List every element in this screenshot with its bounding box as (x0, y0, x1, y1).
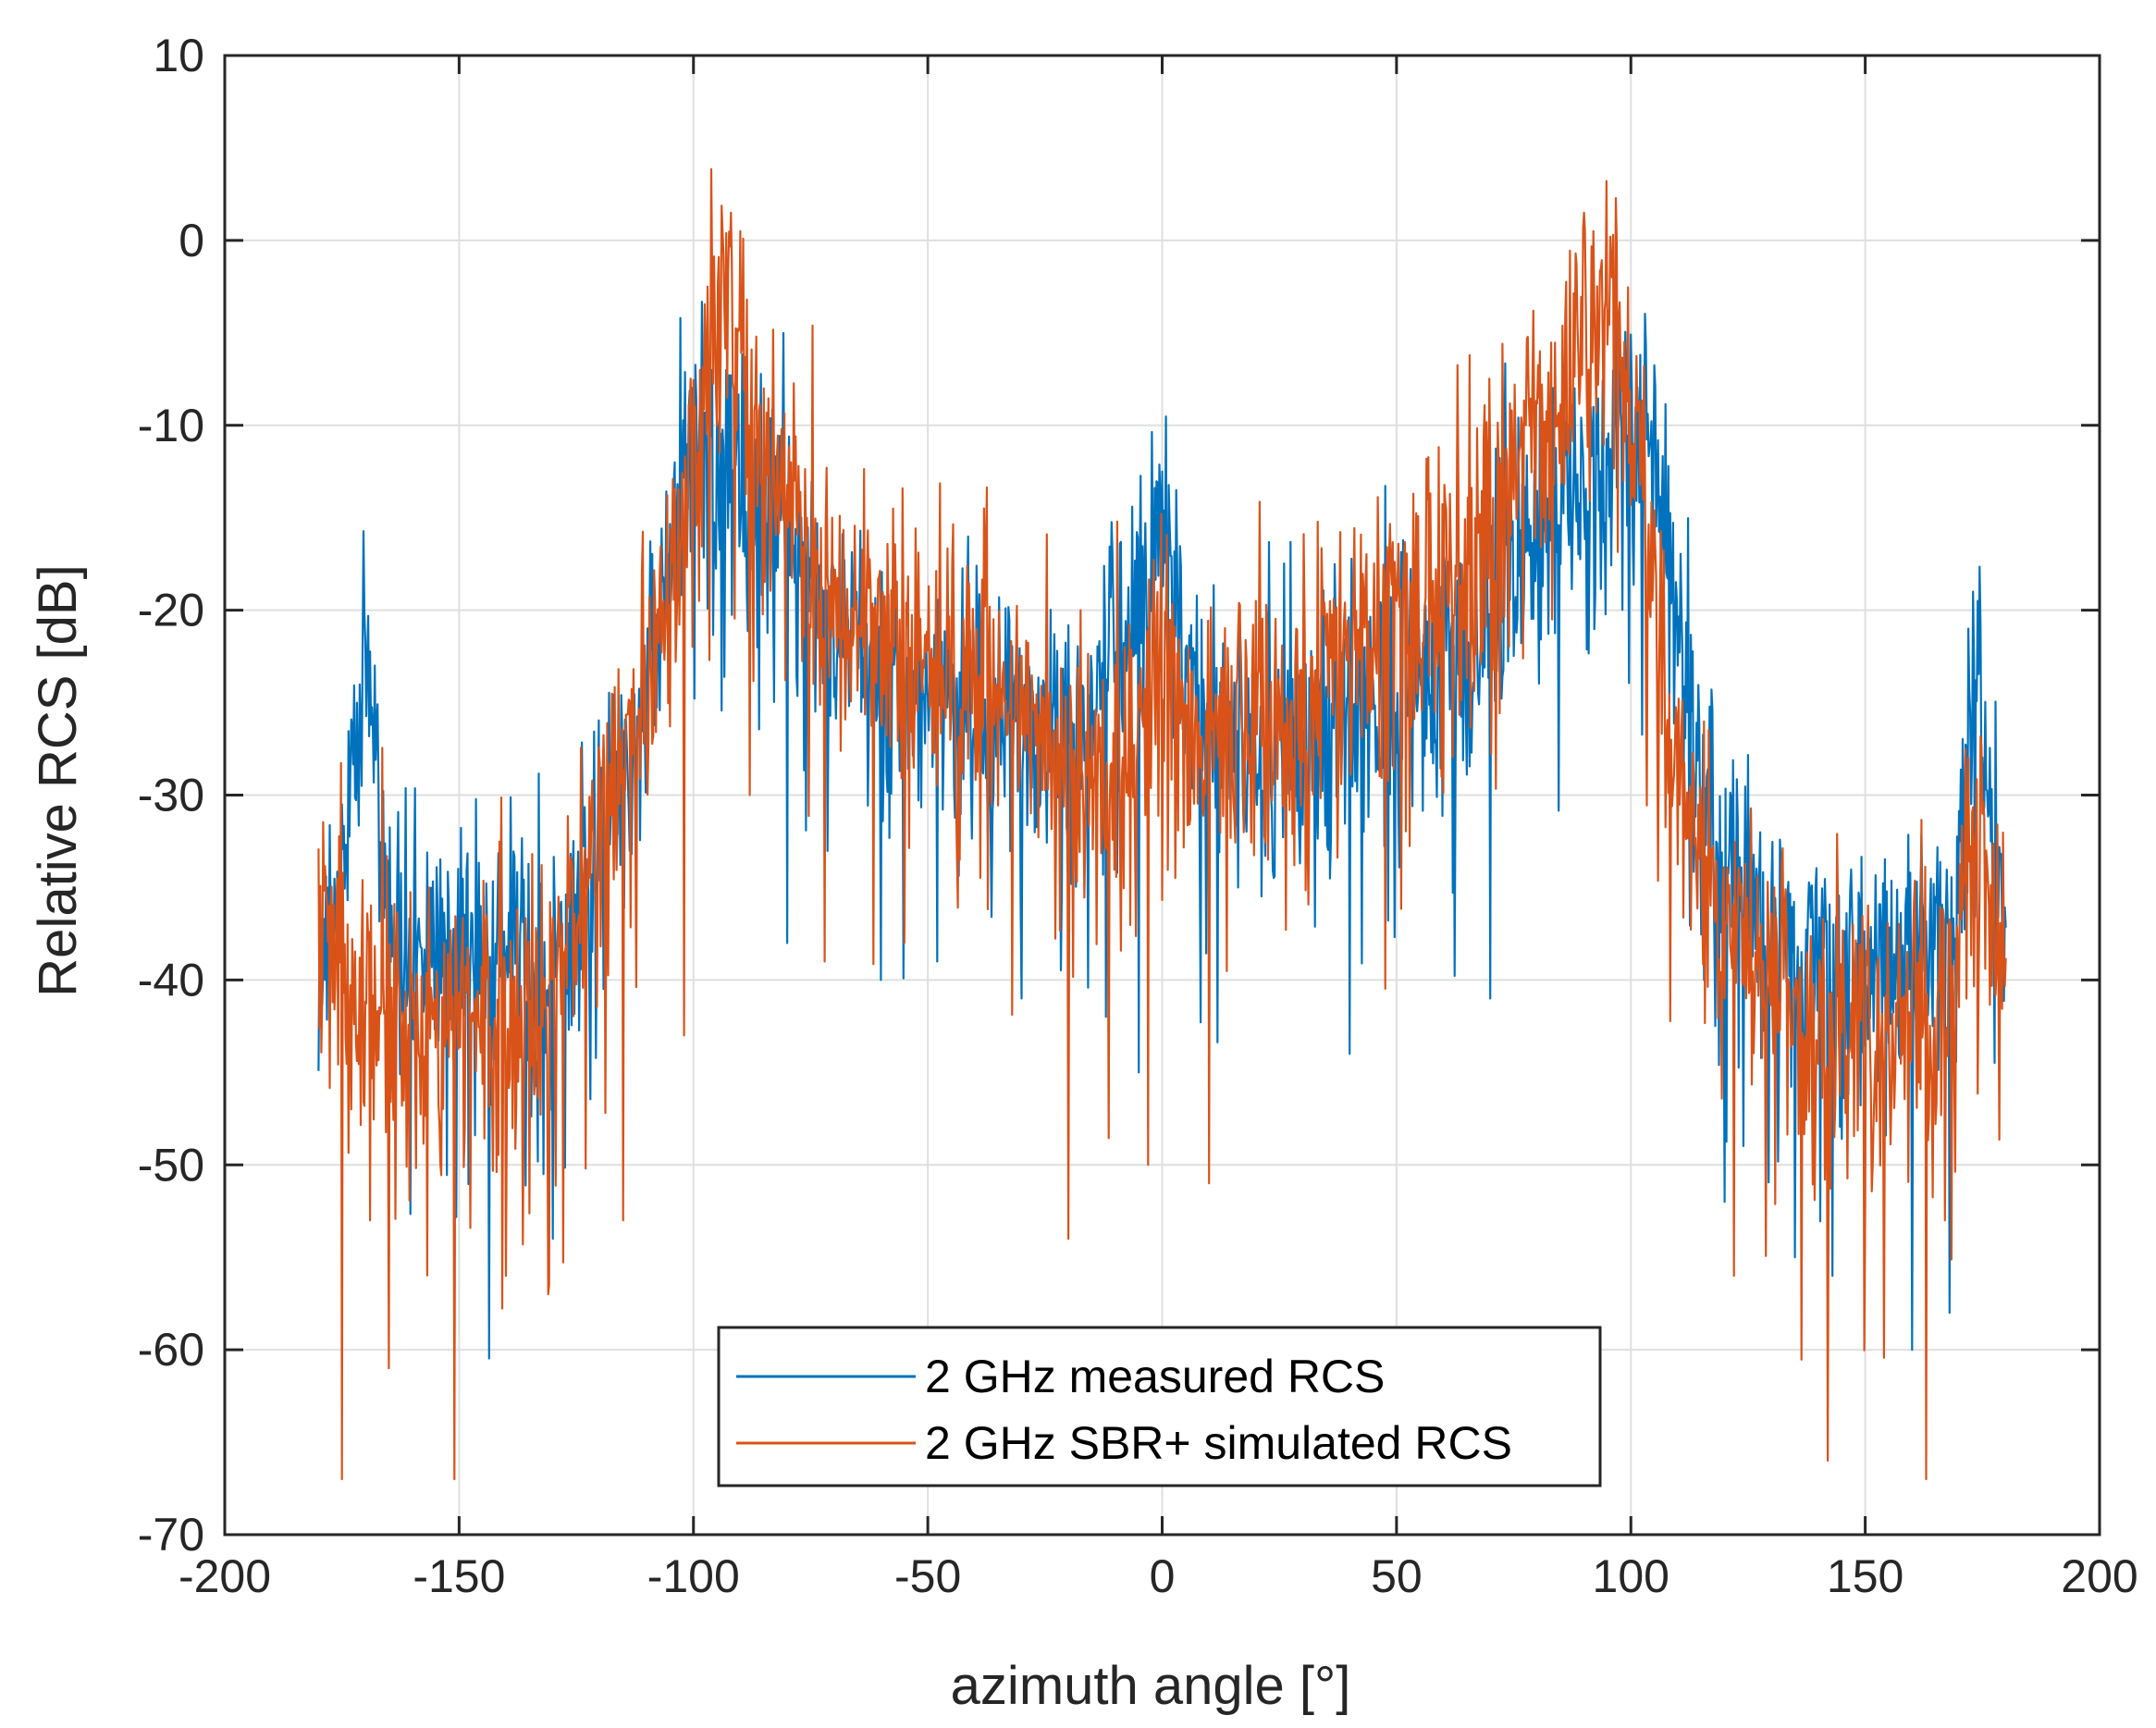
x-tick-label: 50 (1371, 1550, 1423, 1602)
x-tick-label: -200 (179, 1550, 271, 1602)
legend-box (717, 1326, 1602, 1487)
plot-area (317, 167, 2007, 1481)
y-tick-label: -20 (138, 585, 204, 636)
y-tick-label: -60 (138, 1324, 204, 1376)
x-tick-label: 0 (1150, 1550, 1176, 1602)
y-tick-labels: 10 0 -10 -20 -30 -40 -50 -60 -70 (138, 30, 204, 1561)
series-line-simulated (317, 167, 2007, 1481)
legend-label-simulated: 2 GHz SBR+ simulated RCS (925, 1417, 1512, 1469)
x-axis-label: azimuth angle [°] (951, 1656, 1351, 1716)
y-tick-label: -70 (138, 1509, 204, 1561)
x-tick-label: -100 (647, 1550, 740, 1602)
x-tick-label: 200 (2061, 1550, 2138, 1602)
legend-label-measured: 2 GHz measured RCS (925, 1351, 1385, 1402)
x-tick-labels: -200 -150 -100 -50 0 50 100 150 200 (179, 1550, 2138, 1602)
x-tick-label: 100 (1593, 1550, 1669, 1602)
y-tick-label: -10 (138, 400, 204, 451)
y-tick-label: 10 (153, 30, 204, 81)
y-tick-label: -40 (138, 954, 204, 1006)
y-axis-label: Relative RCS [dB] (28, 564, 88, 996)
y-tick-label: -30 (138, 770, 204, 821)
x-tick-label: 150 (1827, 1550, 1903, 1602)
y-tick-label: -50 (138, 1139, 204, 1191)
x-tick-label: -150 (413, 1550, 505, 1602)
y-tick-label: 0 (179, 215, 204, 266)
ticks (223, 54, 2101, 1537)
x-tick-label: -50 (894, 1550, 961, 1602)
legend: 2 GHz measured RCS 2 GHz SBR+ simulated … (717, 1326, 1602, 1487)
